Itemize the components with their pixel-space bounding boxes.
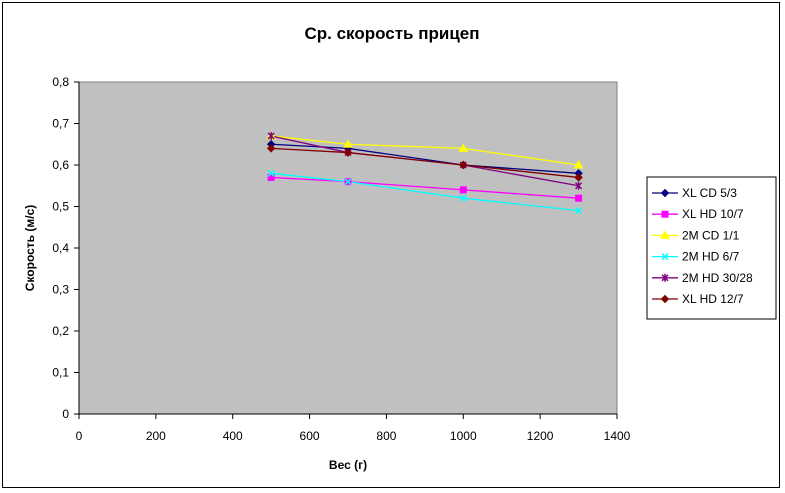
legend-label-1: XL CD 5/3: [682, 186, 737, 200]
series-line-1: [271, 143, 579, 174]
y-tick-label: 0,3: [52, 283, 69, 297]
series-3-point: [458, 143, 469, 152]
y-tick-label: 0,7: [52, 117, 69, 131]
x-tick-label: 200: [146, 429, 166, 443]
series-5-point: [267, 131, 275, 140]
legend-label-3: 2M CD 1/1: [682, 228, 740, 242]
legend-marker-4: [661, 253, 669, 261]
legend-label-2: XL HD 10/7: [682, 207, 744, 221]
series-3-point: [573, 159, 584, 169]
y-tick-label: 0: [62, 407, 69, 421]
series-4-point: [575, 207, 583, 215]
series-2-point: [267, 173, 275, 181]
legend-label-5: 2M HD 30/28: [682, 271, 753, 285]
series-line-2: [271, 176, 579, 199]
series-2-point: [459, 186, 467, 194]
chart-title: Ср. скорость прицеп: [304, 24, 479, 43]
series-6-point: [459, 160, 468, 170]
legend-marker-2: [661, 210, 669, 218]
x-tick-label: 600: [300, 429, 320, 443]
x-tick-label: 1000: [450, 429, 477, 443]
legend-marker-3: [660, 230, 670, 239]
series-4-point: [459, 194, 467, 202]
legend-label-6: XL HD 12/7: [682, 292, 744, 306]
series-line-3: [271, 135, 579, 166]
legend-marker-6: [660, 294, 670, 304]
y-tick-label: 0,5: [52, 200, 69, 214]
series-5-point: [575, 181, 583, 190]
y-tick-label: 0,4: [52, 241, 69, 255]
y-tick-label: 0,8: [52, 75, 69, 89]
series-6-point: [574, 173, 583, 182]
series-markers: [266, 130, 584, 215]
series-4-point: [267, 169, 275, 177]
series-line-4: [271, 172, 579, 212]
series-line-6: [271, 147, 579, 179]
x-tick-label: 800: [376, 429, 396, 443]
legend: XL CD 5/3 XL HD 10/7 2M CD 1/1 2M HD 6/7 2M …: [652, 186, 753, 306]
series-lines: [271, 135, 579, 212]
y-axis-ticks: 0 0,1 0,2 0,3 0,4 0,5 0,6 0,7 0,8: [52, 75, 79, 421]
x-axis-ticks: 0 200 400 600 800 1000 1200 1400: [76, 414, 631, 443]
y-axis-title: Скорость (м/с): [23, 205, 37, 291]
y-tick-label: 0,6: [52, 158, 69, 172]
series-4-point: [344, 178, 352, 186]
legend-box: [646, 176, 777, 320]
series-6-point: [343, 148, 353, 157]
legend-marker-1: [660, 188, 670, 198]
legend-marker-5: [661, 273, 669, 282]
plot-area: [78, 81, 618, 415]
x-tick-label: 400: [223, 429, 243, 443]
legend-label-4: 2M HD 6/7: [682, 250, 740, 264]
x-tick-label: 0: [76, 429, 83, 443]
series-2-point: [575, 194, 583, 202]
x-tick-label: 1200: [527, 429, 554, 443]
series-3-point: [343, 139, 353, 148]
x-tick-label: 1400: [604, 429, 631, 443]
y-tick-label: 0,1: [52, 366, 69, 380]
y-tick-label: 0,2: [52, 324, 69, 338]
x-axis-title: Вес (г): [329, 458, 367, 472]
series-6-point: [266, 144, 276, 153]
